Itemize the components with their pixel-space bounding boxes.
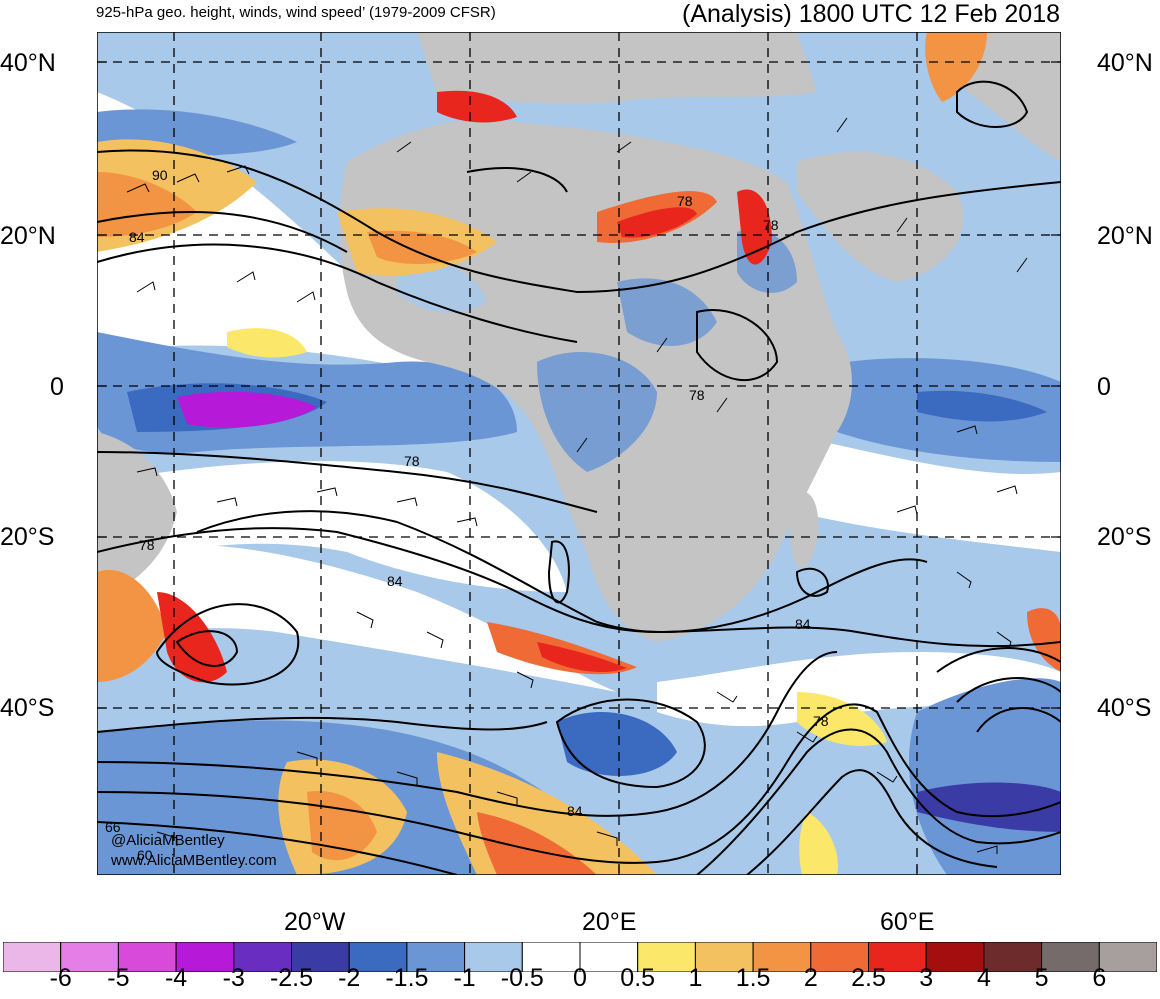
yellow-patch-south-indian	[799, 812, 838, 875]
land-asia	[957, 32, 1061, 162]
colorbar-label: -0.5	[500, 964, 544, 992]
colorbar-swatch	[1098, 942, 1157, 972]
lat-label-40n-right: 40°N	[1097, 49, 1153, 77]
darkblue-patch-southeast	[917, 782, 1061, 832]
colorbar-swatch	[810, 942, 869, 972]
contour-label: 66	[105, 819, 121, 835]
colorbar-label: 2	[803, 964, 818, 992]
colorbar-label: -3	[222, 964, 245, 992]
colorbar-swatch	[291, 942, 350, 972]
colorbar-swatch	[233, 942, 293, 972]
contour-label-group: 90 84 78 78 78 78 84 84 78 84 78 66 60	[105, 167, 829, 863]
colorbar-label: 1	[688, 964, 703, 992]
lat-label-40s-left: 40°S	[0, 694, 55, 722]
colorbar-label: -1	[453, 964, 476, 992]
land-madagascar	[790, 491, 819, 569]
colorbar	[3, 942, 1157, 972]
lat-label-40s-right: 40°S	[1097, 694, 1152, 722]
colorbar-label: 4	[976, 964, 991, 992]
colorbar-label: 0.5	[620, 964, 656, 992]
land-south-america	[97, 432, 177, 612]
lon-label-20w: 20°W	[284, 908, 346, 936]
contour-label: 78	[689, 387, 705, 403]
yellow-patch-atlantic	[227, 328, 307, 358]
chart-title-right: (Analysis) 1800 UTC 12 Feb 2018	[682, 0, 1060, 28]
colorbar-label: 3	[919, 964, 934, 992]
lat-label-20n-right: 20°N	[1097, 222, 1153, 250]
weather-map: 90 84 78 78 78 78 84 84 78 84 78 66 60 @…	[97, 32, 1061, 875]
colorbar-label: 0	[573, 964, 587, 992]
contour-label: 78	[139, 537, 155, 553]
colorbar-label: -4	[164, 964, 188, 992]
watermark-url: www.AliciaMBentley.com	[110, 852, 277, 869]
pale-band-mid	[97, 544, 617, 692]
contour-label: 84	[567, 803, 583, 819]
contour-label: 78	[813, 713, 829, 729]
land-arabia	[797, 152, 964, 282]
lon-label-60e: 60°E	[880, 908, 935, 936]
purple-patch-atlantic	[177, 391, 317, 428]
orange-core-sahara	[367, 230, 477, 264]
pale-band-south-atlantic	[97, 461, 567, 592]
colorbar-swatch	[925, 942, 985, 972]
contour-label: 78	[404, 453, 420, 469]
colorbar-label: -1.5	[385, 964, 429, 992]
colorbar-swatch	[868, 942, 927, 972]
colorbar-label: 6	[1092, 964, 1107, 992]
contour-label: 78	[763, 217, 779, 233]
lat-label-eq-left: 0	[50, 373, 64, 401]
lat-label-eq-right: 0	[1097, 373, 1111, 401]
colorbar-swatch	[694, 942, 754, 972]
colorbar-swatch	[117, 942, 177, 972]
colorbar-label: 5	[1034, 964, 1049, 992]
lat-label-40n-left: 40°N	[0, 49, 56, 77]
colorbar-swatch	[348, 942, 408, 972]
contour-label: 84	[795, 616, 811, 632]
orange-patch-southwest	[97, 570, 167, 682]
chart-title-left: 925-hPa geo. height, winds, wind speed’ …	[96, 4, 496, 21]
lat-label-20n-left: 20°N	[0, 222, 56, 250]
red-core-libya	[617, 207, 697, 238]
graticule	[97, 32, 1061, 875]
land-europe	[417, 32, 817, 104]
colorbar-label: 2.5	[851, 964, 886, 992]
red-core-agulhas	[537, 642, 627, 673]
red-patch-east	[1027, 608, 1061, 672]
colorbar-label: 1.5	[735, 964, 771, 992]
height-contours	[97, 80, 1061, 875]
red-patch-iberia	[437, 90, 517, 123]
contour-label: 84	[129, 229, 145, 245]
darkblue-patch-south-atlantic	[557, 712, 677, 776]
colorbar-label: -5	[107, 964, 130, 992]
colorbar-swatch	[464, 942, 523, 972]
lat-label-20s-right: 20°S	[1097, 523, 1152, 551]
colorbar-label: -6	[49, 964, 72, 992]
colorbar-swatch	[637, 942, 696, 972]
land-blue-mottle-2	[617, 278, 717, 346]
red-patch-red-sea	[737, 189, 772, 265]
lon-label-20e: 20°E	[582, 908, 637, 936]
orange-core-south-1	[307, 791, 377, 861]
colorbar-label: -2	[338, 964, 361, 992]
contour-label: 84	[387, 573, 403, 589]
land-blue-mottle-1	[537, 352, 657, 472]
red-patch-south-2	[477, 812, 597, 875]
colorbar-swatch	[579, 942, 639, 972]
wind-barbs	[126, 117, 1028, 854]
colorbar-label: -2.5	[269, 964, 314, 992]
contour-label: 60	[137, 847, 153, 863]
watermark-handle: @AliciaMBentley	[111, 832, 225, 849]
lat-label-20s-left: 20°S	[0, 523, 55, 551]
pale-band-indian-mid	[777, 432, 1061, 552]
darkblue-patch-indian	[917, 390, 1047, 422]
contour-label: 78	[677, 193, 693, 209]
orange-core-northwest	[97, 172, 197, 237]
contour-label: 90	[152, 167, 168, 183]
orange-patch-caspian	[925, 32, 987, 102]
tick-marks	[97, 61, 1061, 875]
